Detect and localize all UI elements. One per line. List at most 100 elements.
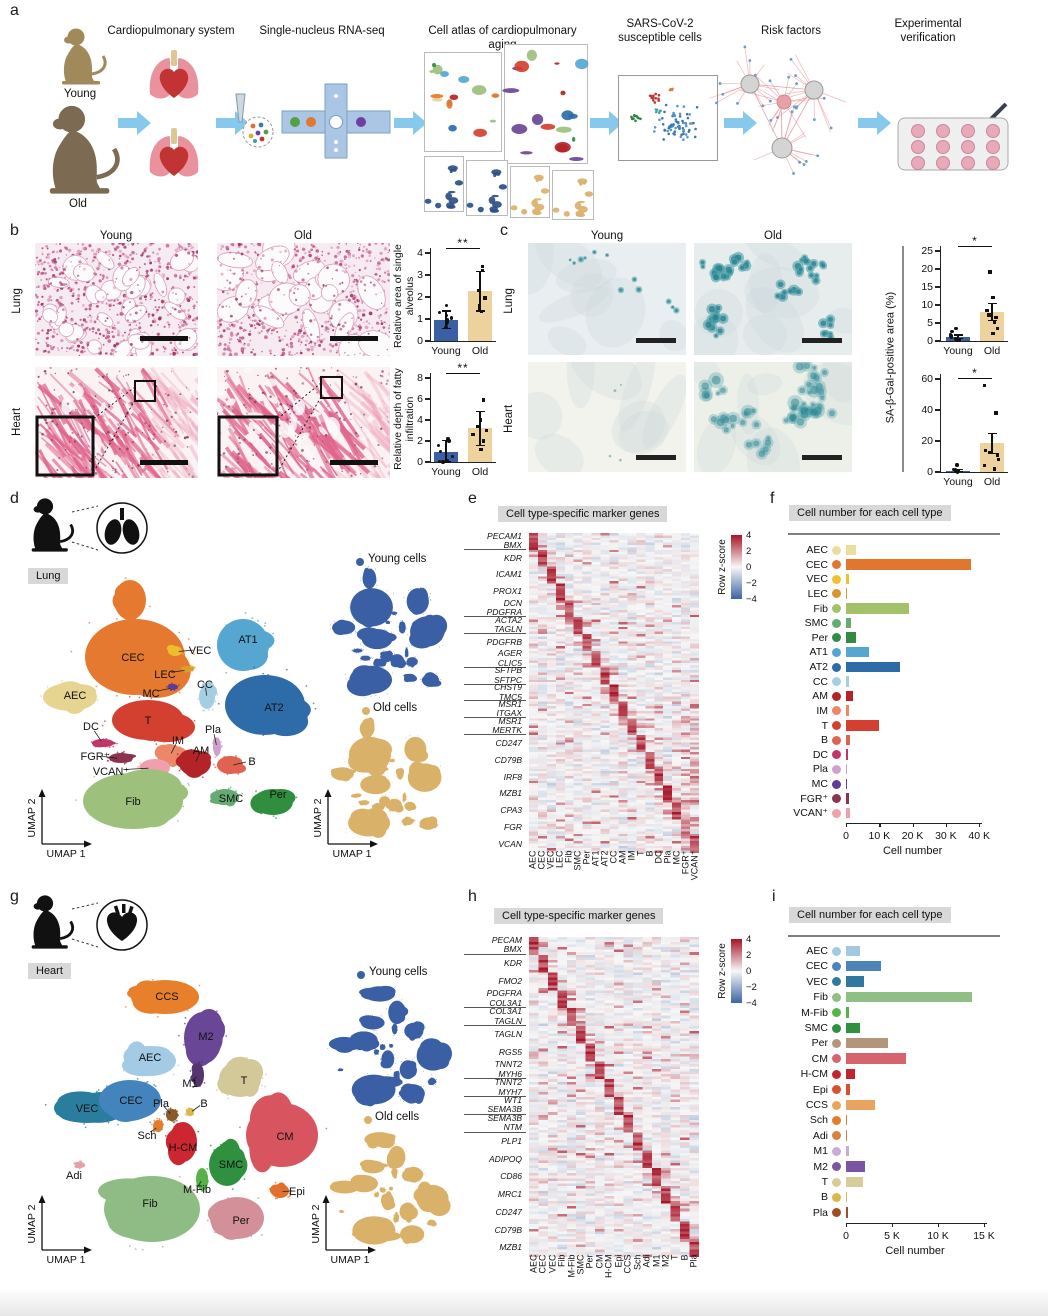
lung-umap-plot: CEC AEC VEC LEC MC CC AT1 AT2 T DC IM AM Pla B FGR⁺ VCA… [40, 577, 317, 829]
bar-VEC [846, 573, 850, 585]
step-label-cardiopulmonary: Cardiopulmonary system [107, 25, 235, 37]
y-tick-label: 10 [921, 299, 933, 311]
legend-dot [832, 1115, 841, 1125]
legend-dot [832, 946, 841, 956]
data-point [991, 296, 995, 300]
legend-dot [832, 779, 841, 789]
colorbar [731, 939, 742, 1003]
data-point [992, 320, 997, 324]
well-plate-pipette-icon [897, 102, 1009, 171]
error-cap [987, 452, 997, 455]
flow-arrow-icon [118, 111, 151, 135]
data-point [982, 383, 987, 387]
y-tick-label: 5 [927, 317, 933, 329]
legend-dot [832, 1054, 841, 1064]
cluster-label-CC: CC [197, 679, 213, 691]
step-label-sars: SARS-CoV-2 susceptible cells [618, 18, 702, 44]
y-tick [935, 440, 940, 442]
bar-M1 [846, 1145, 849, 1157]
bar-M2 [846, 1161, 866, 1172]
x-tick-label: 10 K [868, 829, 891, 842]
gene-label-group: MZB1 [499, 1242, 522, 1253]
old-cells-legend-dot [364, 1116, 372, 1124]
risk-network-icon [709, 45, 846, 175]
cluster-label-M-Fib: M-Fib [183, 1184, 211, 1196]
colorbar-tick-label: −4 [746, 594, 757, 605]
panel-c-label: c [500, 222, 508, 239]
legend-dot [832, 721, 841, 731]
colorbar-tick-label: 0 [746, 562, 752, 573]
heart-marker-heatmap [529, 937, 699, 1257]
young-cells-legend: Young cells [369, 966, 428, 978]
row-label-VEC: VEC [806, 975, 828, 988]
flow-arrow-icon [590, 111, 623, 135]
gene-label-group: AGER CLIC5 [464, 649, 526, 668]
gene-label-group: ADIPOQ [488, 1153, 522, 1164]
cluster-label-Pla: Pla [205, 724, 222, 736]
y-tick-label: 0 [927, 335, 933, 347]
row-label-VEC: VEC [806, 573, 828, 586]
x-tick-label: 5 K [884, 1230, 900, 1243]
y-tick [425, 318, 430, 320]
cluster-label-Epi: Epi [289, 1186, 305, 1198]
row-label-CEC: CEC [805, 558, 828, 571]
group-label: Old [471, 345, 489, 357]
y-tick-label: 0 [417, 335, 423, 347]
x-tick-label: 0 [843, 829, 849, 842]
gene-label-group: PDGFRB [486, 636, 522, 647]
young-cells-legend: Young cells [368, 553, 427, 565]
step-label-risk: Risk factors [760, 25, 822, 37]
cluster-label-LEC: LEC [154, 669, 175, 681]
legend-dot [832, 1008, 841, 1018]
error-bar [991, 433, 993, 454]
legend-dot [832, 1162, 841, 1172]
sig-label: * [972, 366, 978, 380]
legend-dot [832, 662, 841, 672]
x-tick [945, 822, 948, 827]
row-label-SMC: SMC [804, 1022, 828, 1034]
group-label: Young [943, 345, 973, 357]
group-label: Old [471, 466, 489, 478]
row-label-CEC: CEC [805, 960, 828, 973]
panel-f-title: Cell number for each cell type [789, 505, 951, 521]
cluster-label-B: B [248, 756, 255, 768]
colorbar-label: Row z-score [717, 539, 728, 595]
data-point [954, 327, 958, 331]
bar-B [846, 734, 851, 746]
cluster-label-CCS: CCS [155, 991, 178, 1003]
y-axis-label: Relative area of single alveolus [391, 244, 416, 349]
sig-label: * [972, 234, 978, 248]
panel-b-lung-row-label: Lung [11, 288, 24, 314]
bar-VCAN⁺ [846, 807, 850, 819]
x-axis [430, 341, 496, 343]
panel-i-label: i [772, 888, 776, 905]
gene-label-group: CD79B [494, 1224, 522, 1235]
y-axis [430, 373, 432, 462]
umap-axes [322, 1195, 376, 1254]
row-label-M2: M2 [813, 1160, 828, 1173]
colorbar-tick-label: 4 [746, 530, 752, 541]
legend-dot [832, 1131, 841, 1141]
y-tick [935, 304, 940, 306]
gene-label-group: TNNT2 MYH7 [464, 1077, 526, 1097]
gene-label-group: CD247 [495, 737, 522, 748]
x-axis [846, 822, 983, 825]
panel-b-old-header: Old [294, 230, 312, 242]
cluster-label-VCAN⁺: VCAN⁺ [93, 766, 130, 778]
cluster-label-T: T [241, 1075, 248, 1087]
gene-label-group: KDR [504, 957, 522, 968]
y-tick [425, 296, 430, 298]
heart-umap-old [325, 1132, 451, 1246]
bar-AEC [846, 945, 860, 956]
bar-VEC [846, 976, 865, 987]
data-point [481, 439, 486, 443]
data-point [445, 318, 450, 322]
young-monkey-icon [62, 28, 107, 85]
row-label-M-Fib: M-Fib [801, 1006, 828, 1019]
data-point [482, 398, 486, 402]
y-tick-label: 1 [417, 313, 423, 325]
panel-d-label: d [10, 490, 19, 507]
flow-arrow-icon [394, 111, 427, 135]
microfluidic-chip-icon [281, 83, 391, 159]
sig-label: ** [457, 361, 469, 375]
